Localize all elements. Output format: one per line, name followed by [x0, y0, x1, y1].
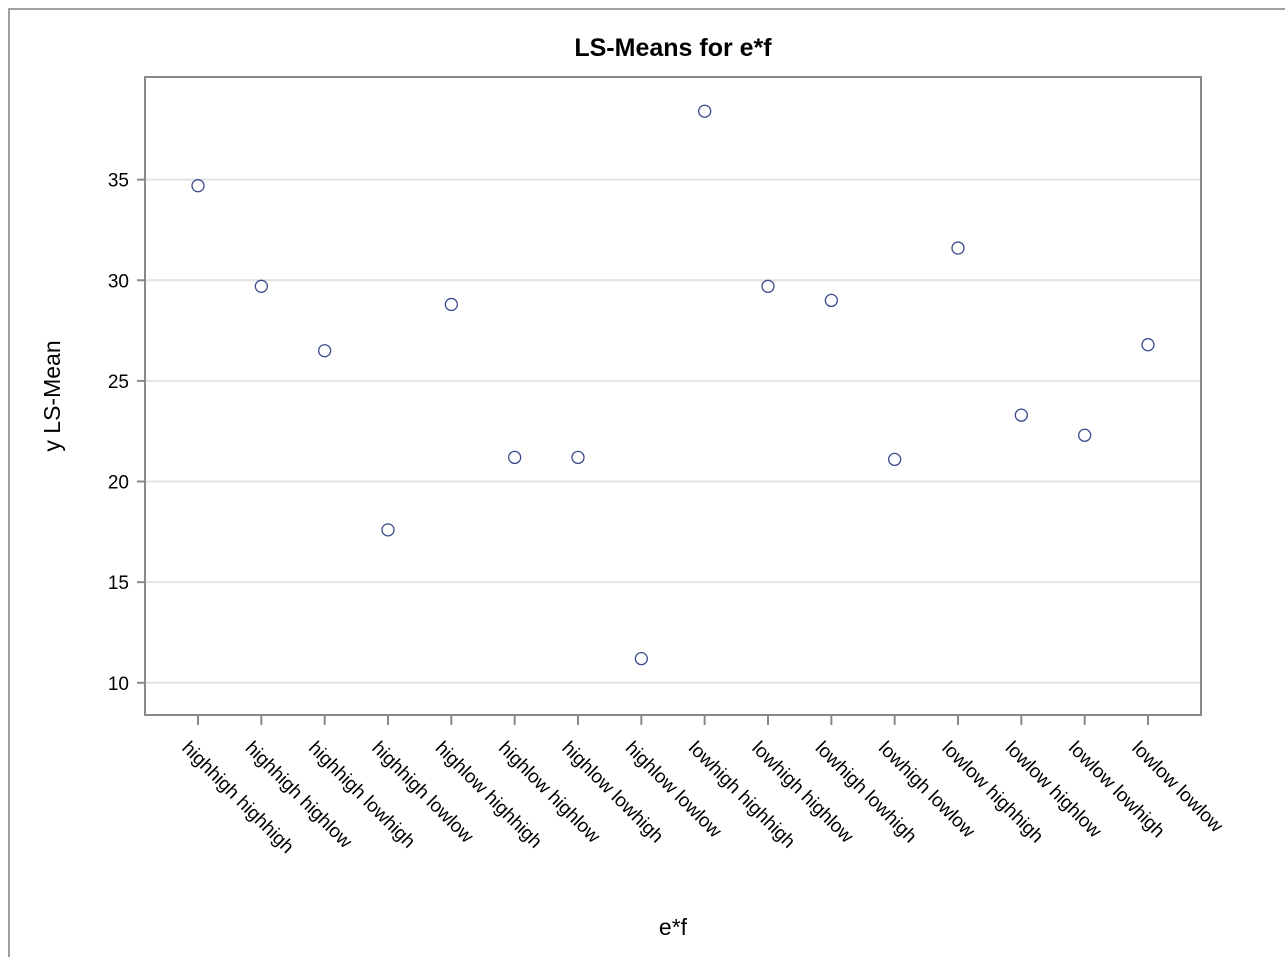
chart-title: LS-Means for e*f	[574, 34, 772, 62]
data-point	[319, 345, 331, 357]
y-axis-ticks: 10 15 20 25 30 35	[108, 171, 145, 695]
y-axis-label: y LS-Mean	[39, 340, 65, 451]
data-point	[952, 242, 964, 254]
data-point	[509, 451, 521, 463]
y-tick-label: 15	[108, 573, 129, 594]
y-tick-label: 10	[108, 674, 129, 695]
data-point	[889, 453, 901, 465]
x-category-label: highhigh highlow	[241, 738, 356, 853]
x-category-label: highhigh highhigh	[177, 738, 297, 858]
data-point	[192, 180, 204, 192]
gridlines	[145, 180, 1201, 683]
x-category-label: highhigh lowhigh	[304, 738, 419, 853]
data-points	[192, 105, 1154, 664]
data-point	[762, 280, 774, 292]
x-category-label: highlow highhigh	[431, 738, 546, 853]
y-tick-label: 25	[108, 372, 129, 393]
y-tick-label: 20	[108, 473, 129, 494]
data-point	[635, 653, 647, 665]
x-axis-label: e*f	[659, 914, 688, 940]
x-category-label: lowhigh highhigh	[684, 738, 799, 853]
data-point	[445, 298, 457, 310]
data-point	[382, 524, 394, 536]
data-point	[572, 451, 584, 463]
y-tick-label: 35	[108, 171, 129, 192]
data-point	[255, 280, 267, 292]
plot-area	[145, 77, 1201, 715]
data-point	[825, 294, 837, 306]
y-tick-label: 30	[108, 271, 129, 292]
data-point	[699, 105, 711, 117]
data-point	[1142, 339, 1154, 351]
data-point	[1079, 429, 1091, 441]
data-point	[1015, 409, 1027, 421]
